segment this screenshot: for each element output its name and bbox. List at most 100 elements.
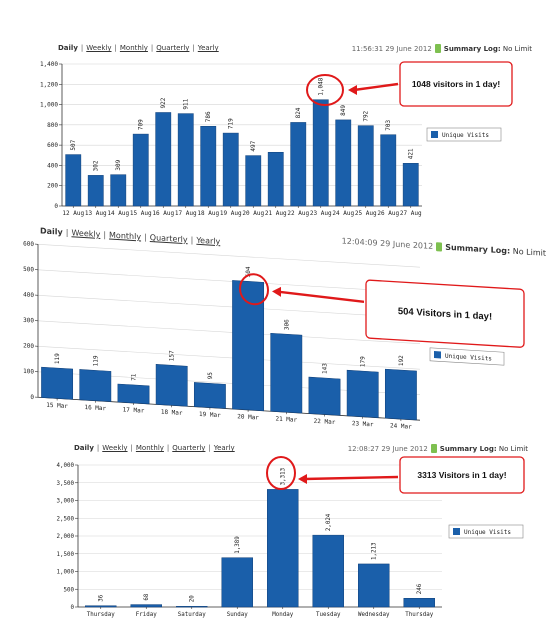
value-label: 786 (205, 111, 212, 122)
value-label: 20 (190, 595, 196, 602)
nav-separator: | (96, 444, 100, 452)
x-tick-label: 15 Aug (130, 210, 152, 217)
legend-box (448, 524, 524, 539)
value-label: 1,213 (372, 542, 378, 560)
value-label: 306 (283, 319, 290, 331)
x-tick-label: Sunday (227, 612, 248, 618)
gridline (38, 294, 420, 319)
nav-separator: | (80, 44, 84, 52)
bar-chart: 0 500 1,000 1,500 2,000 2,500 3,000 3,500 4,000 3… (57, 456, 525, 618)
x-tick-label: 12 Aug (62, 210, 84, 217)
y-tick-label: 600 (47, 142, 58, 149)
bar (200, 126, 217, 207)
summary-log-value: No Limit (502, 45, 532, 53)
value-label: 119 (54, 353, 61, 365)
y-tick-label: 1,000 (57, 570, 75, 576)
legend-box (429, 347, 505, 366)
value-label: 309 (115, 159, 122, 170)
y-tick-label: 100 (23, 368, 34, 376)
bar (346, 369, 379, 418)
legend-label: Unique Visits (445, 353, 492, 363)
highlight-circle (266, 456, 296, 490)
y-tick-label: 1,500 (57, 552, 75, 558)
nav-yearly[interactable]: Yearly (197, 44, 219, 52)
value-label: 719 (228, 118, 235, 129)
x-tick-label: 20 Aug (242, 210, 264, 217)
bar (222, 132, 239, 207)
x-tick-label: 21 Aug (265, 210, 287, 217)
x-tick-label: 23 Aug (310, 210, 332, 217)
x-tick-label: Thursday (405, 612, 433, 618)
bar (380, 134, 397, 207)
value-label: 824 (295, 107, 302, 118)
nav-daily[interactable]: Daily (58, 44, 78, 52)
value-label: 507 (70, 139, 77, 150)
period-nav: Daily | Weekly | Monthly | Quarterly | Yearly (74, 444, 235, 452)
bar (130, 604, 162, 608)
chart-toolbar: Daily | Weekly | Monthly | Quarterly | Yearly 11… (0, 40, 554, 56)
x-tick-label: 21 Mar (275, 416, 297, 424)
legend-box (426, 127, 502, 142)
nav-separator: | (130, 444, 133, 452)
summary-log-label: Summary Log: (443, 45, 501, 53)
nav-yearly[interactable]: Yearly (213, 444, 235, 452)
nav-monthly[interactable]: Monthly (119, 44, 148, 52)
nav-quarterly[interactable]: Quarterly (172, 444, 206, 452)
bar (221, 557, 253, 608)
nav-daily[interactable]: Daily (74, 444, 94, 452)
value-label: 922 (160, 97, 167, 108)
x-tick-label: 16 Aug (152, 210, 174, 217)
value-label: 911 (183, 98, 190, 109)
chart-panel-3: Daily | Weekly | Monthly | Quarterly | Yearly 12… (0, 441, 554, 631)
nav-separator: | (166, 444, 170, 452)
value-label: 246 (417, 583, 423, 594)
value-label: 119 (92, 355, 99, 367)
callout-box (399, 456, 525, 494)
value-label: 421 (408, 148, 415, 159)
arrow-head (272, 286, 281, 297)
x-tick-label: 18 Aug (197, 210, 219, 217)
value-label: 497 (250, 140, 257, 151)
bar (155, 364, 188, 407)
nav-quarterly[interactable]: Quarterly (156, 44, 190, 52)
arrow-head (298, 474, 307, 484)
chart-panel-1: Daily | Weekly | Monthly | Quarterly | Yearly 11… (0, 40, 554, 225)
bar (267, 151, 284, 207)
value-label: 179 (360, 356, 367, 368)
bar (87, 175, 104, 207)
x-tick-label: 27 Aug (400, 210, 422, 217)
y-tick-label: 400 (47, 162, 58, 169)
value-label: 792 (363, 110, 370, 121)
bar (403, 598, 435, 608)
value-label: 1,389 (235, 536, 241, 554)
gridline (38, 320, 420, 344)
value-label: 709 (138, 119, 145, 130)
bar-chart: 0 100 200 300 400 500 600 119 15 Mar 119 16 Mar 71 1… (23, 240, 525, 431)
highlight-circle (239, 273, 269, 306)
value-label: 3,313 (281, 467, 287, 485)
y-tick-label: 0 (54, 203, 58, 210)
bar (85, 605, 117, 608)
bar (176, 606, 208, 608)
y-tick-label: 500 (23, 266, 34, 274)
nav-weekly[interactable]: Weekly (102, 444, 128, 452)
x-tick-label: 17 Aug (175, 210, 197, 217)
bar-chart: 0 200 400 600 800 1,000 1,200 1,400 507 12 Aug 302… (40, 61, 513, 217)
x-tick-label: Monday (272, 612, 293, 618)
y-tick-label: 2,000 (57, 534, 75, 540)
callout-text: 504 Visitors in 1 day! (398, 306, 492, 323)
y-tick-label: 3,000 (57, 499, 75, 505)
arrow-head (348, 85, 357, 95)
nav-monthly[interactable]: Monthly (135, 444, 164, 452)
legend-label: Unique Visits (442, 132, 489, 139)
period-nav: Daily | Weekly | Monthly | Quarterly | Yearly (58, 44, 219, 52)
nav-weekly[interactable]: Weekly (86, 44, 112, 52)
legend-swatch-icon (431, 131, 438, 138)
nav-separator: | (150, 44, 154, 52)
bar (358, 563, 390, 608)
y-tick-label: 3,500 (57, 481, 75, 487)
value-label: 95 (207, 372, 214, 380)
bar (155, 112, 172, 207)
x-tick-label: 19 Mar (199, 411, 221, 419)
x-tick-label: 24 Aug (332, 210, 354, 217)
